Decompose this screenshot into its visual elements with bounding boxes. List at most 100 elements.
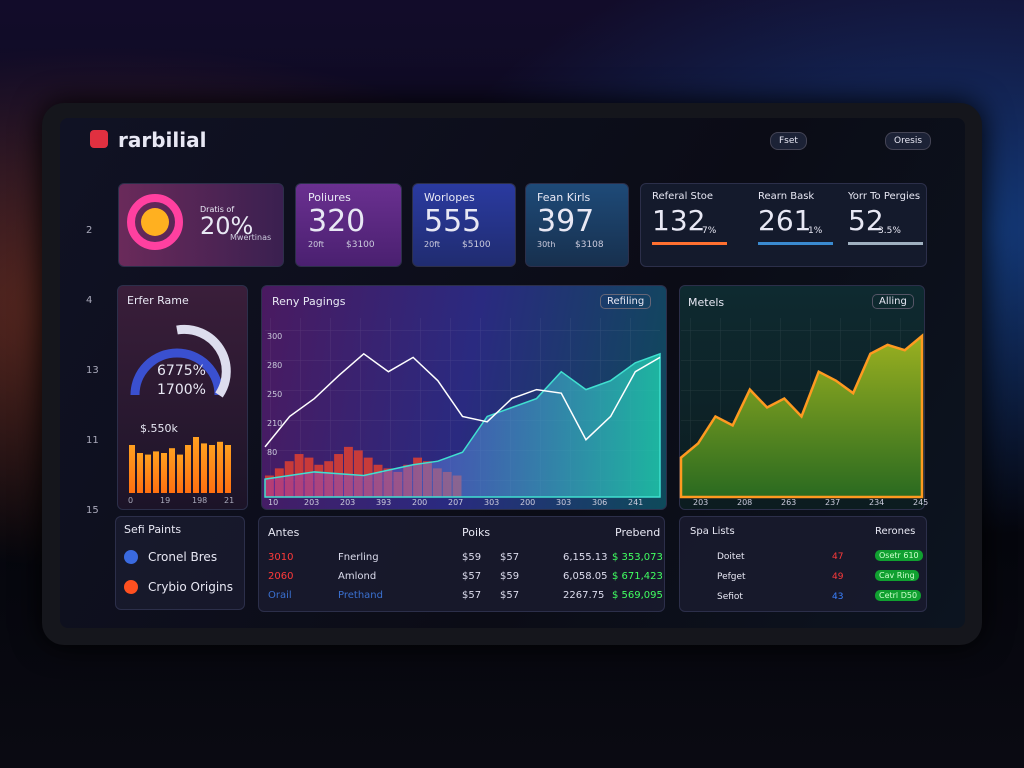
list-number: 43 bbox=[832, 592, 844, 602]
bar bbox=[169, 448, 175, 493]
table-cell: $ 569,095 bbox=[612, 590, 663, 601]
bar bbox=[193, 437, 199, 493]
panel-title: Erfer Rame bbox=[127, 294, 189, 307]
kpi-label: Poliures bbox=[308, 191, 351, 204]
logo: rarbilial bbox=[118, 128, 207, 152]
summary-unit: 1% bbox=[808, 226, 823, 236]
bar bbox=[153, 451, 159, 493]
logo-icon bbox=[90, 130, 108, 148]
table-cell: $57 bbox=[462, 571, 482, 582]
x-tick-label: 393 bbox=[376, 498, 392, 507]
bar bbox=[185, 445, 191, 493]
points-panel bbox=[115, 516, 245, 610]
kpi-value: 320 bbox=[308, 204, 366, 239]
kpi-value: 555 bbox=[424, 204, 482, 239]
progress-bar bbox=[652, 242, 727, 245]
gauge-arc bbox=[176, 324, 231, 398]
panel-button[interactable]: Refiling bbox=[600, 294, 652, 309]
gauge-arc bbox=[130, 348, 224, 396]
x-tick-label: 21 bbox=[224, 496, 235, 505]
list-item: Crybio Origins bbox=[148, 580, 234, 594]
toolbar-button[interactable]: Fset bbox=[770, 132, 807, 150]
line bbox=[264, 352, 661, 448]
table-header: Spa Lists bbox=[690, 526, 735, 537]
toolbar-button[interactable]: Oresis bbox=[885, 132, 932, 150]
x-tick-label: 0 bbox=[128, 496, 134, 505]
area bbox=[679, 333, 924, 499]
x-tick-label: 198 bbox=[192, 496, 208, 505]
kpi-sub: 20ft bbox=[308, 240, 324, 249]
logo-ring bbox=[127, 194, 183, 250]
table-cell: 3010 bbox=[268, 552, 294, 563]
table-cell: $59 bbox=[500, 571, 520, 582]
table-cell: Fnerling bbox=[338, 552, 379, 563]
kpi-label: Worlopes bbox=[424, 191, 475, 204]
item-icon bbox=[124, 580, 138, 594]
y-tick-label: 280 bbox=[267, 361, 283, 370]
table-cell: $57 bbox=[500, 590, 520, 601]
kpi-card bbox=[295, 183, 402, 267]
sidebar-item: 4 bbox=[86, 295, 93, 306]
table-panel bbox=[258, 516, 665, 612]
sidebar-item: 15 bbox=[86, 505, 99, 516]
x-tick-label: 237 bbox=[825, 498, 841, 507]
table-cell: 6,058.05 bbox=[563, 571, 608, 582]
x-tick-label: 203 bbox=[304, 498, 320, 507]
summary-unit: 7% bbox=[702, 226, 717, 236]
table-cell: $59 bbox=[462, 552, 482, 563]
bar bbox=[145, 454, 151, 493]
x-tick-label: 234 bbox=[869, 498, 885, 507]
bar-label: $.550k bbox=[140, 422, 178, 435]
area bbox=[264, 352, 661, 498]
list-name: Pefget bbox=[717, 572, 746, 582]
kpi-sub: $5100 bbox=[462, 240, 491, 250]
summary-value: 52 bbox=[848, 204, 884, 237]
table-header: Poiks bbox=[462, 526, 491, 539]
bar bbox=[209, 445, 215, 493]
table-header: Antes bbox=[268, 526, 300, 539]
kpi-sub: 20ft bbox=[424, 240, 440, 249]
status-badge: Cav Ring bbox=[875, 570, 919, 581]
bar bbox=[344, 446, 353, 497]
x-tick-label: 263 bbox=[781, 498, 797, 507]
summary-value: 132 bbox=[652, 204, 706, 237]
summary-label: Yorr To Pergies bbox=[848, 191, 921, 202]
list-item: Cronel Bres bbox=[148, 550, 218, 564]
kpi-sub: Mwertinas bbox=[230, 233, 272, 242]
x-tick-label: 207 bbox=[448, 498, 464, 507]
table-cell: Orail bbox=[268, 590, 292, 601]
table-cell: 2267.75 bbox=[563, 590, 605, 601]
summary-card bbox=[640, 183, 927, 267]
bar bbox=[177, 454, 183, 493]
list-number: 49 bbox=[832, 572, 844, 582]
bar bbox=[225, 445, 231, 493]
list-name: Doitet bbox=[717, 552, 745, 562]
table-cell: 6,155.13 bbox=[563, 552, 608, 563]
x-tick-label: 306 bbox=[592, 498, 608, 507]
table-cell: $57 bbox=[462, 590, 482, 601]
bar bbox=[161, 453, 167, 493]
kpi-label: Fean Kirls bbox=[537, 191, 591, 204]
y-tick-label: 250 bbox=[267, 390, 283, 399]
sidebar-item: 11 bbox=[86, 435, 99, 446]
list-name: Sefiot bbox=[717, 592, 743, 602]
status-badge: Cetrl D50 bbox=[875, 590, 922, 601]
y-tick-label: 80 bbox=[267, 448, 278, 457]
summary-unit: 3.5% bbox=[878, 226, 901, 236]
panel-button[interactable]: Alling bbox=[872, 294, 914, 309]
table-cell: Prethand bbox=[338, 590, 383, 601]
summary-label: Referal Stoe bbox=[652, 191, 714, 202]
x-tick-label: 200 bbox=[412, 498, 428, 507]
kpi-card bbox=[412, 183, 516, 267]
panel-title: Reny Pagings bbox=[272, 295, 346, 308]
kpi-label: Dratis of bbox=[200, 205, 235, 214]
table-cell: $ 353,073 bbox=[612, 552, 663, 563]
kpi-card bbox=[525, 183, 629, 267]
kpi-sub: $3100 bbox=[346, 240, 375, 250]
y-tick-label: 210 bbox=[267, 419, 283, 428]
table-header: Rerones bbox=[875, 526, 916, 537]
gauge-label: 6775% bbox=[157, 363, 206, 379]
x-tick-label: 241 bbox=[628, 498, 644, 507]
x-tick-label: 200 bbox=[520, 498, 536, 507]
